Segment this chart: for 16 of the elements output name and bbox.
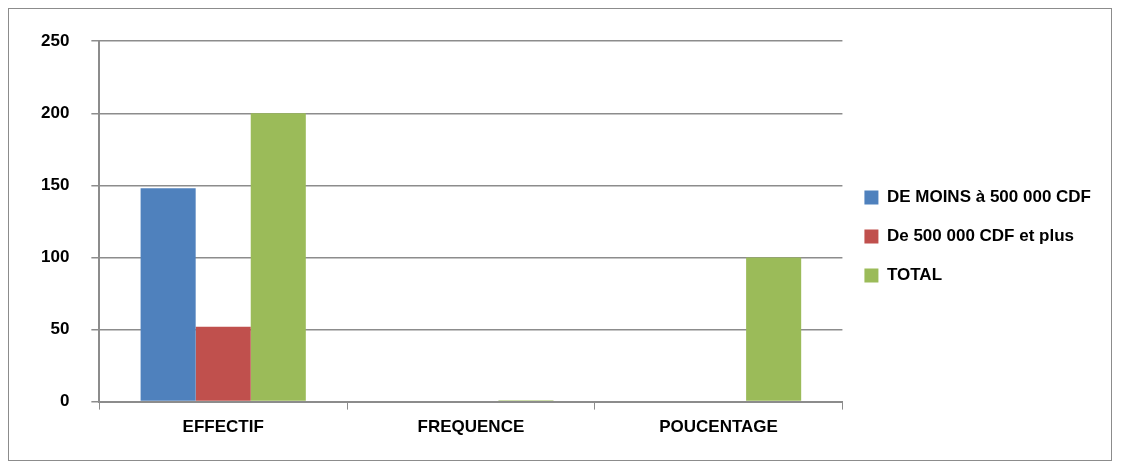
legend-label: TOTAL xyxy=(886,265,943,285)
legend-label: De 500 000 CDF et plus xyxy=(886,226,1074,246)
x-tick-label: POUCENTAGE xyxy=(659,417,778,437)
bar xyxy=(140,188,196,401)
y-tick-label: 200 xyxy=(40,102,70,122)
y-tick-label: 150 xyxy=(40,175,70,195)
bar xyxy=(746,257,802,401)
y-tick-label: 50 xyxy=(50,319,70,339)
bar xyxy=(195,326,251,401)
bar xyxy=(250,113,306,401)
x-tick-label: EFFECTIF xyxy=(182,417,264,437)
y-tick-label: 250 xyxy=(40,30,70,50)
x-tick-label: FREQUENCE xyxy=(417,417,525,437)
y-tick-label: 100 xyxy=(40,247,70,267)
y-tick-label: 0 xyxy=(59,391,70,411)
legend-label: DE MOINS à 500 000 CDF xyxy=(886,187,1091,207)
